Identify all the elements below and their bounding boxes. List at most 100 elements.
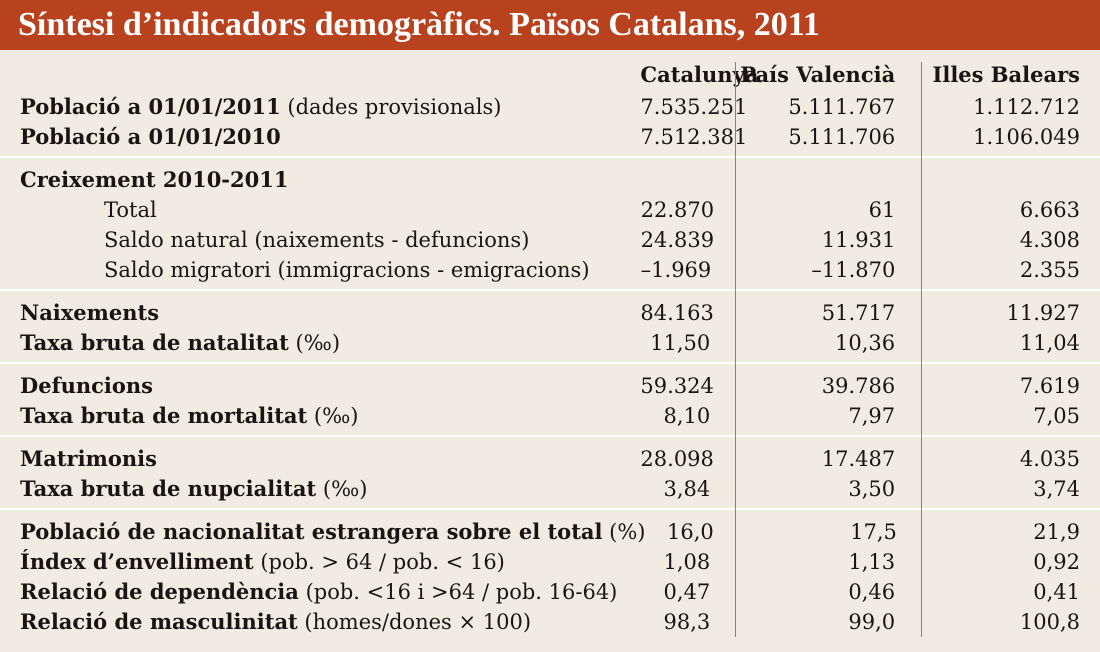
cell-catalunya: 98,3 xyxy=(663,610,711,634)
row-label-detail: (‰) xyxy=(288,331,341,355)
table-row: Població a 01/01/2011 (dades provisional… xyxy=(0,92,1100,122)
cell-pais-valencia: 17,5 xyxy=(850,520,897,544)
cell-catalunya: 8,10 xyxy=(663,404,711,428)
column-divider xyxy=(735,62,736,637)
table-row: Defuncions 59.324 39.786 7.619 xyxy=(0,371,1100,401)
row-label-detail: (homes/dones × 100) xyxy=(297,610,532,634)
cell-illes-balears: 4.308 xyxy=(1019,228,1080,252)
row-label: Població a 01/01/2011 (dades provisional… xyxy=(0,92,640,122)
table-row: Taxa bruta de mortalitat (‰) 8,10 7,97 7,05 xyxy=(0,401,1100,431)
column-header-pais-valencia: País Valencià xyxy=(740,62,896,87)
row-label-main: Població de nacionalitat estrangera sobr… xyxy=(20,519,603,544)
cell-catalunya: 7.512.381 xyxy=(640,125,748,149)
cell-pais-valencia: 5.111.767 xyxy=(788,95,896,119)
cell-illes-balears: 3,74 xyxy=(1033,477,1080,501)
cell-pais-valencia: 61 xyxy=(868,198,896,222)
cell-pais-valencia: 10,36 xyxy=(835,331,896,355)
cell-catalunya: 59.324 xyxy=(640,374,714,398)
row-label: Saldo natural (naixements - defuncions) xyxy=(0,225,641,255)
row-label-main: Taxa bruta de mortalitat xyxy=(20,403,308,428)
cell-pais-valencia: 5.111.706 xyxy=(788,125,896,149)
row-label: Població a 01/01/2010 xyxy=(0,122,640,152)
column-header-illes-balears: Illes Balears xyxy=(932,62,1080,87)
row-label-main: Població a 01/01/2010 xyxy=(20,124,281,149)
row-label: Saldo migratori (immigracions - emigraci… xyxy=(0,255,641,285)
cell-pais-valencia xyxy=(730,165,915,195)
row-label-main: Relació de masculinitat xyxy=(20,609,298,634)
row-label: Total xyxy=(0,195,641,225)
row-label-main: Taxa bruta de nupcialitat xyxy=(20,476,317,501)
table-title: Síntesi d’indicadors demogràfics. Països… xyxy=(0,0,1100,50)
row-label: Taxa bruta de nupcialitat (‰) xyxy=(0,474,641,504)
row-label-detail: (‰) xyxy=(316,477,368,501)
row-label-main: Naixements xyxy=(20,300,160,325)
cell-illes-balears: 100,8 xyxy=(1019,610,1080,634)
row-label: Taxa bruta de natalitat (‰) xyxy=(0,328,641,358)
row-label-main: Taxa bruta de natalitat xyxy=(20,330,289,355)
row-label-detail: (dades provisionals) xyxy=(280,95,502,119)
row-label-main: Relació de dependència xyxy=(20,579,299,604)
cell-catalunya: 28.098 xyxy=(640,447,714,471)
cell-catalunya: 7.535.251 xyxy=(640,95,748,119)
row-label: Relació de masculinitat (homes/dones × 1… xyxy=(0,607,641,637)
row-label: Índex d’envelliment (pob. > 64 / pob. < … xyxy=(0,547,641,577)
cell-pais-valencia: 0,46 xyxy=(848,580,896,604)
cell-illes-balears: 1.106.049 xyxy=(973,125,1080,149)
table-row: Creixement 2010-2011 xyxy=(0,165,1100,195)
group-separator xyxy=(0,508,1100,513)
cell-catalunya: –1.969 xyxy=(640,258,712,282)
cell-catalunya: 84.163 xyxy=(640,301,714,325)
table-body: Població a 01/01/2011 (dades provisional… xyxy=(0,92,1100,637)
row-label-detail: (%) xyxy=(602,520,646,544)
group-separator xyxy=(0,362,1100,367)
row-label: Relació de dependència (pob. <16 i >64 /… xyxy=(0,577,641,607)
row-label: Creixement 2010-2011 xyxy=(0,165,641,195)
row-label: Defuncions xyxy=(0,371,640,401)
row-label: Naixements xyxy=(0,298,640,328)
cell-illes-balears xyxy=(915,165,1100,195)
table-row: Població a 01/01/2010 7.512.381 5.111.706 1… xyxy=(0,122,1100,152)
cell-catalunya: 16,0 xyxy=(667,520,714,544)
cell-illes-balears: 0,41 xyxy=(1033,580,1080,604)
row-label: Matrimonis xyxy=(0,444,640,474)
row-label: Taxa bruta de mortalitat (‰) xyxy=(0,401,641,431)
cell-pais-valencia: –11.870 xyxy=(811,258,896,282)
column-header-catalunya: Catalunya xyxy=(640,62,759,87)
table-row: Població de nacionalitat estrangera sobr… xyxy=(0,517,1100,547)
cell-illes-balears: 11,04 xyxy=(1019,331,1080,355)
row-label-detail: Total xyxy=(104,198,157,222)
cell-illes-balears: 21,9 xyxy=(1033,520,1080,544)
group-separator xyxy=(0,156,1100,161)
table-row: Saldo migratori (immigracions - emigraci… xyxy=(0,255,1100,285)
row-label-detail: (‰) xyxy=(307,404,359,428)
row-label-main: Població a 01/01/2011 xyxy=(20,94,281,119)
cell-illes-balears: 6.663 xyxy=(1019,198,1080,222)
table-row: Índex d’envelliment (pob. > 64 / pob. < … xyxy=(0,547,1100,577)
table-row: Taxa bruta de natalitat (‰) 11,50 10,36 11,… xyxy=(0,328,1100,358)
row-label: Població de nacionalitat estrangera sobr… xyxy=(0,517,646,547)
cell-catalunya: 11,50 xyxy=(650,331,711,355)
cell-pais-valencia: 99,0 xyxy=(848,610,896,634)
cell-pais-valencia: 39.786 xyxy=(821,374,896,398)
table-row: Saldo natural (naixements - defuncions) 2… xyxy=(0,225,1100,255)
cell-illes-balears: 7,05 xyxy=(1033,404,1080,428)
cell-pais-valencia: 7,97 xyxy=(848,404,896,428)
cell-catalunya xyxy=(641,165,731,195)
row-label-main: Defuncions xyxy=(20,373,154,398)
cell-illes-balears: 2.355 xyxy=(1019,258,1080,282)
cell-illes-balears: 1.112.712 xyxy=(973,95,1080,119)
table-row: Taxa bruta de nupcialitat (‰) 3,84 3,50 3,7… xyxy=(0,474,1100,504)
cell-illes-balears: 11.927 xyxy=(1006,301,1080,325)
row-label-detail: Saldo migratori (immigracions - emigraci… xyxy=(104,258,590,282)
row-label-detail: Saldo natural (naixements - defuncions) xyxy=(104,228,530,252)
cell-catalunya: 22.870 xyxy=(640,198,715,222)
cell-illes-balears: 7.619 xyxy=(1019,374,1080,398)
row-label-main: Matrimonis xyxy=(20,446,157,471)
row-label-detail: (pob. > 64 / pob. < 16) xyxy=(253,550,505,574)
column-divider xyxy=(921,62,922,637)
row-label-main: Índex d’envelliment xyxy=(20,549,254,574)
table-row: Relació de masculinitat (homes/dones × 1… xyxy=(0,607,1100,637)
cell-illes-balears: 0,92 xyxy=(1033,550,1080,574)
group-separator xyxy=(0,435,1100,440)
cell-pais-valencia: 51.717 xyxy=(821,301,896,325)
